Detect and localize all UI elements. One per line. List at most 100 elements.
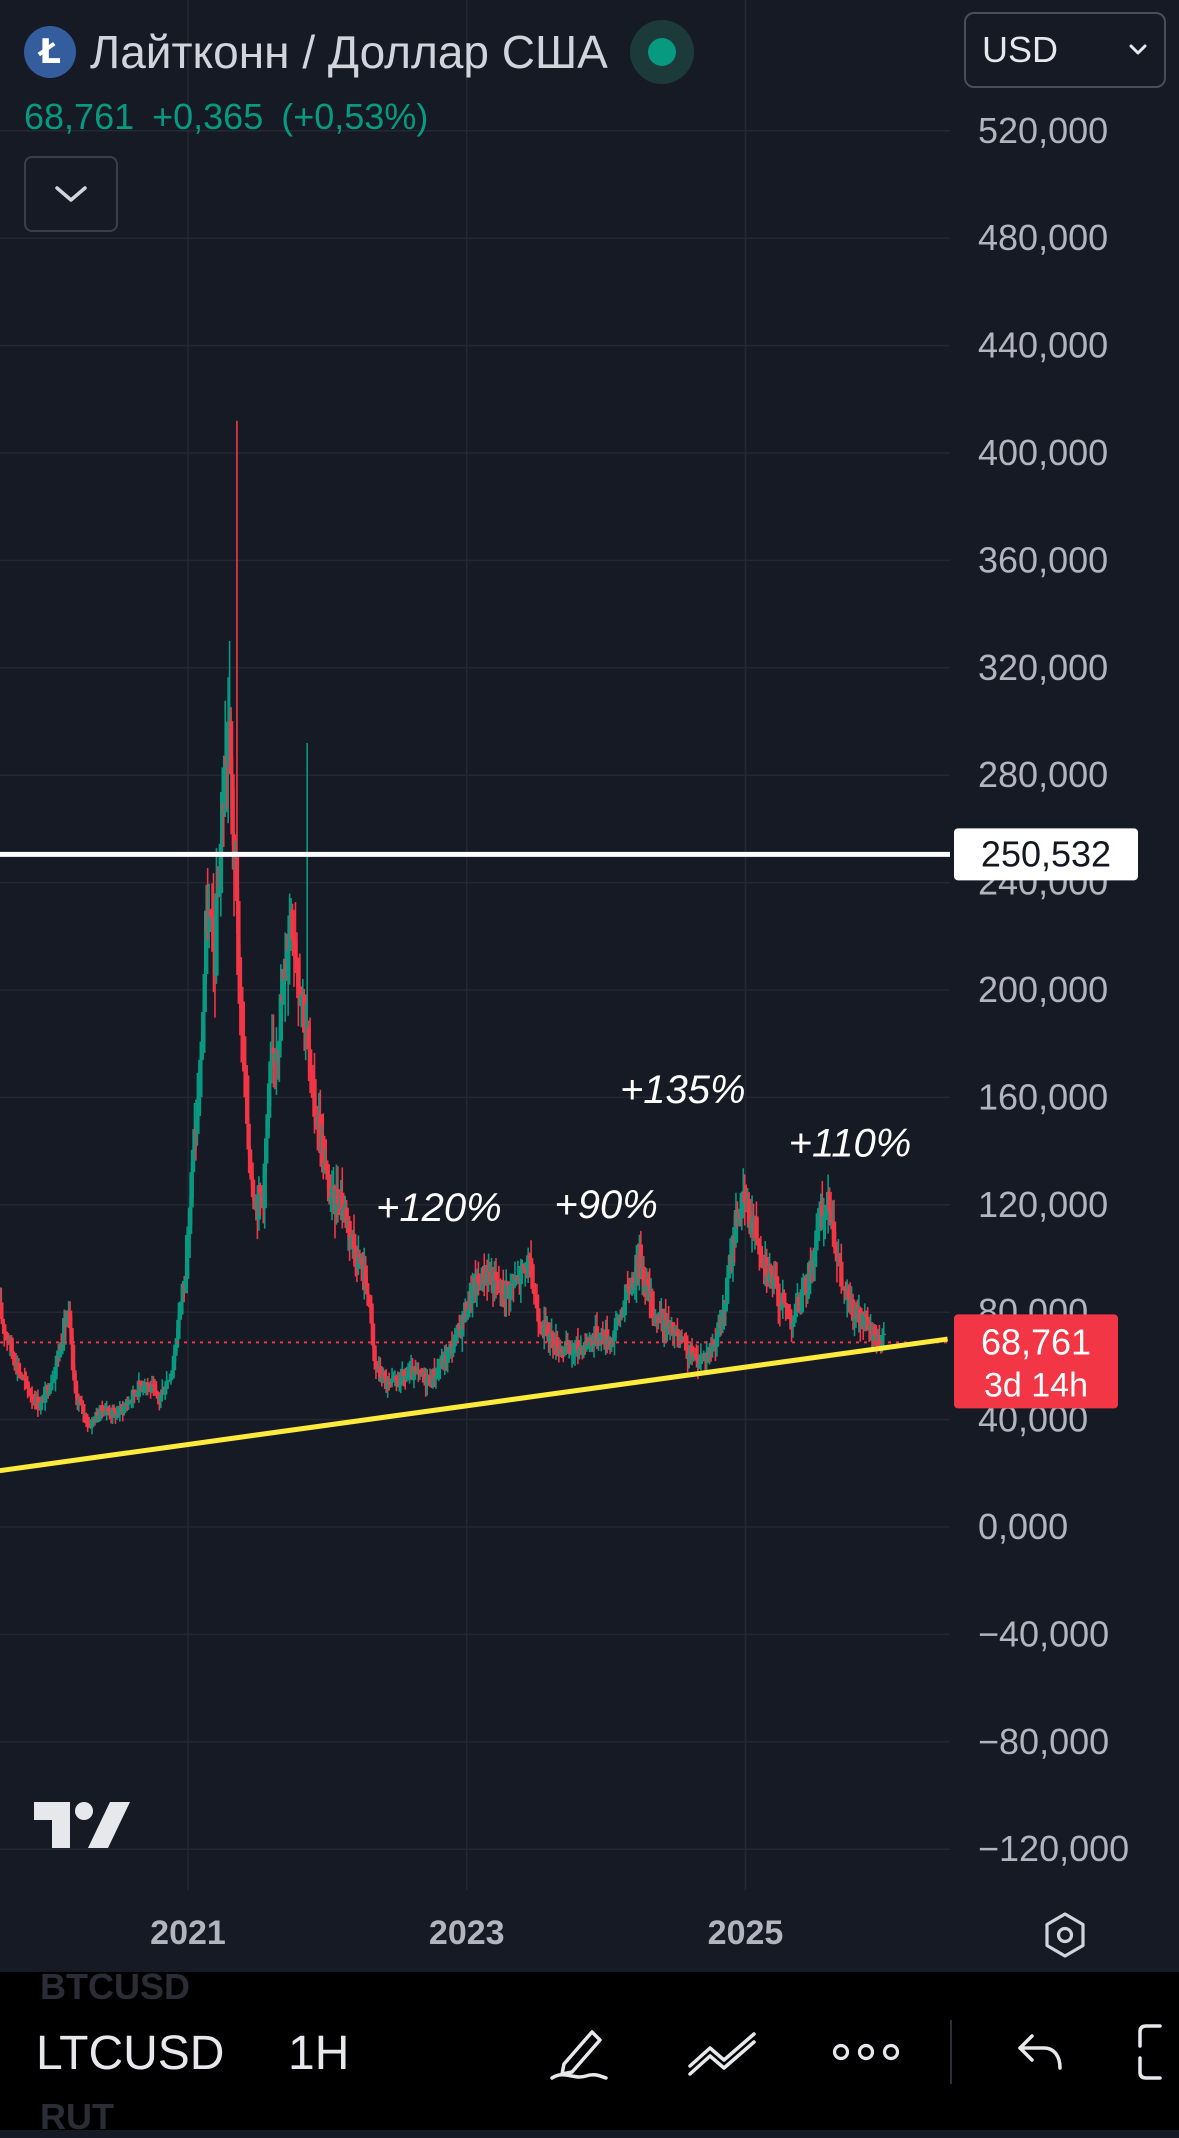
- y-axis-tick-label: 200,000: [978, 969, 1108, 1010]
- candle-body: [806, 1262, 812, 1295]
- symbol-title[interactable]: Лайтконн / Доллар США: [90, 26, 608, 78]
- candle-body: [0, 1302, 4, 1319]
- candle-body: [323, 1162, 329, 1171]
- candle-body: [446, 1347, 452, 1351]
- candle-body: [180, 1283, 185, 1303]
- candle-body: [386, 1381, 392, 1384]
- draw-icon: [550, 2030, 608, 2080]
- candle-body: [138, 1380, 143, 1386]
- candle-body: [35, 1396, 41, 1409]
- candle-body: [22, 1376, 27, 1381]
- candle-body: [831, 1221, 837, 1247]
- candle-body: [726, 1273, 731, 1278]
- more-icon: [832, 2043, 900, 2061]
- interval-selector[interactable]: 1H: [288, 2027, 350, 2080]
- candle-body: [539, 1325, 544, 1334]
- candle-body: [344, 1207, 349, 1229]
- candle-body: [351, 1234, 357, 1248]
- draw-tool-button[interactable]: [538, 2012, 618, 2092]
- symbol-picker-next[interactable]: RUT: [40, 2096, 114, 2137]
- candle-body: [37, 1408, 42, 1411]
- candle-body: [294, 959, 300, 962]
- candle-body: [714, 1337, 720, 1347]
- chevron-down-icon: [55, 186, 87, 202]
- candle-body: [25, 1381, 30, 1388]
- candle-body: [783, 1303, 788, 1305]
- symbol-header[interactable]: Ł Лайтконн / Доллар США: [24, 20, 694, 84]
- candle-body: [623, 1285, 629, 1301]
- candle-body: [723, 1303, 728, 1312]
- candle-body: [460, 1314, 465, 1337]
- support-trendline: [0, 1336, 948, 1474]
- candle-body: [75, 1393, 80, 1405]
- candle-body: [432, 1369, 437, 1380]
- candle-body: [686, 1355, 692, 1359]
- candle-body: [353, 1247, 358, 1264]
- candle-body: [784, 1304, 790, 1310]
- candle-body: [43, 1386, 48, 1403]
- candle-body: [568, 1344, 573, 1355]
- candle-body: [176, 1319, 181, 1339]
- candle-body: [250, 1179, 256, 1198]
- patterns-tool-button[interactable]: [682, 2012, 762, 2092]
- currency-value: USD: [982, 29, 1059, 70]
- candle-body: [370, 1323, 376, 1346]
- candle-body: [790, 1322, 796, 1327]
- candle-body: [621, 1315, 626, 1317]
- candle-body: [730, 1235, 736, 1266]
- candle-body: [512, 1278, 518, 1286]
- candle-body: [3, 1331, 8, 1334]
- candle-body: [700, 1355, 705, 1357]
- candle-body: [754, 1216, 759, 1239]
- candle-body: [196, 1097, 202, 1100]
- undo-button[interactable]: [1000, 2012, 1080, 2092]
- candle-body: [689, 1345, 695, 1361]
- chart-settings-button[interactable]: [1040, 1910, 1090, 1960]
- candle-body: [328, 1198, 333, 1202]
- candle-body: [550, 1332, 556, 1349]
- candle-body: [45, 1385, 51, 1394]
- candle-body: [571, 1352, 576, 1355]
- candle-body: [653, 1316, 658, 1323]
- candle-body: [378, 1366, 383, 1378]
- market-status-indicator[interactable]: [629, 20, 694, 84]
- candle-body: [51, 1379, 57, 1382]
- candle-body: [26, 1387, 32, 1395]
- symbol-selector[interactable]: LTCUSD: [36, 2027, 225, 2080]
- candle-body: [239, 986, 244, 1036]
- candle-body: [787, 1310, 793, 1320]
- candle-body: [325, 1170, 330, 1175]
- candle-body: [348, 1238, 354, 1241]
- collapse-legend-button[interactable]: [24, 156, 118, 232]
- candle-body: [809, 1259, 815, 1274]
- candle-body: [454, 1330, 459, 1335]
- symbol-picker-prev[interactable]: BTCUSD: [40, 1966, 190, 2007]
- fullscreen-button[interactable]: [1136, 2012, 1179, 2092]
- candle-body: [302, 994, 307, 1033]
- price-chart[interactable]: +120% +90% +135% +110% 520,000 480,000 440,000…: [0, 0, 1179, 1970]
- candle-body: [237, 975, 243, 987]
- candle-body: [527, 1255, 532, 1259]
- candle-body: [310, 1074, 316, 1080]
- y-axis-tick-label: −80,000: [978, 1721, 1109, 1762]
- candle-body: [612, 1330, 617, 1342]
- candle-body: [833, 1246, 838, 1254]
- candle-body: [256, 1185, 262, 1220]
- candle-body: [559, 1349, 565, 1352]
- candle-body: [173, 1347, 178, 1356]
- candle-body: [110, 1407, 115, 1417]
- candle-body: [626, 1286, 632, 1294]
- candle-body: [89, 1419, 95, 1428]
- more-button[interactable]: [826, 2012, 906, 2092]
- candle-body: [107, 1411, 112, 1416]
- candle-body: [244, 1075, 250, 1124]
- candle-body: [151, 1384, 156, 1387]
- currency-select[interactable]: USD: [964, 12, 1166, 88]
- candle-body: [168, 1373, 174, 1381]
- candle-body: [132, 1389, 137, 1395]
- candle-body: [364, 1283, 370, 1295]
- candle-body: [117, 1406, 123, 1415]
- candle-body: [190, 1149, 196, 1173]
- candle-body: [801, 1280, 806, 1290]
- candle-body: [57, 1345, 63, 1358]
